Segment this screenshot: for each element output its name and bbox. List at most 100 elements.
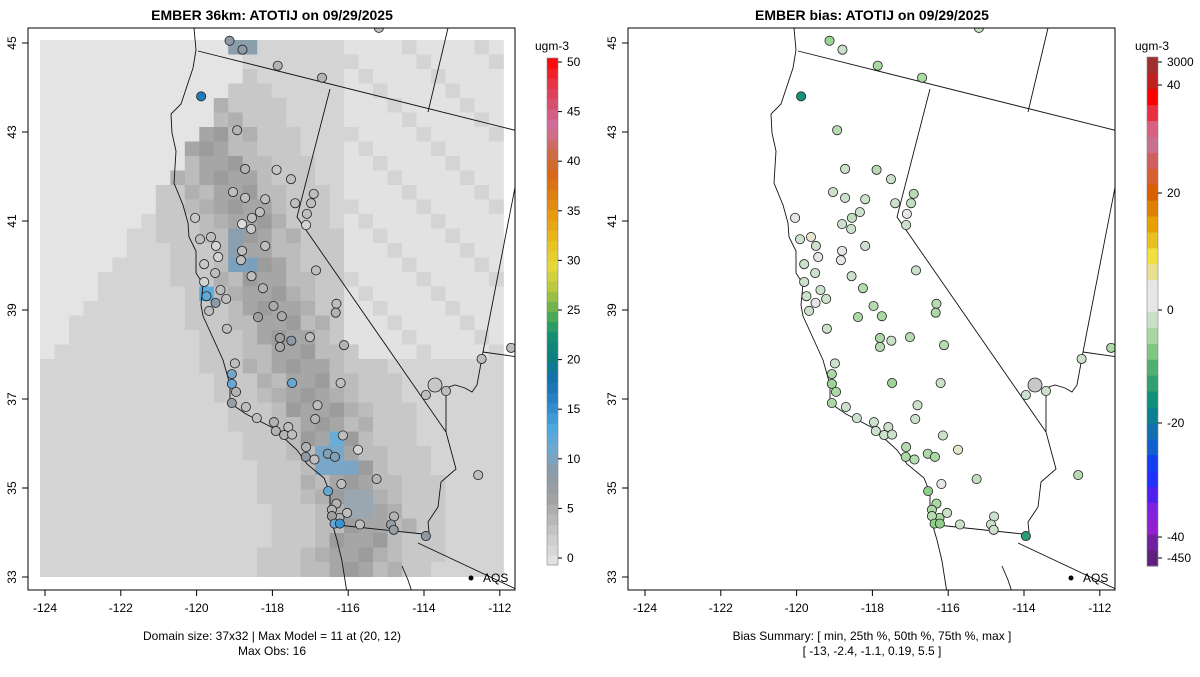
model-grid-cell [97,214,113,229]
station-bias-point [908,188,919,199]
model-grid-cell [97,402,113,418]
model-grid-cell [155,127,171,142]
model-grid-cell [329,185,345,200]
model-grid-cell [315,286,331,302]
model-grid-cell [242,533,258,548]
model-grid-cell [402,460,417,476]
model-grid-cell [40,156,55,171]
model-grid-cell [459,141,475,157]
model-grid-cell [300,243,316,258]
colorbar-swatch [547,270,558,282]
model-grid-cell [344,54,360,70]
model-grid-cell [40,199,55,215]
model-grid-cell [315,518,331,534]
model-grid-cell [329,83,345,99]
model-grid-cell [242,330,258,345]
model-grid-cell [228,417,244,432]
model-grid-cell [358,141,374,157]
model-grid-cell [228,112,244,128]
model-grid-cell [430,402,446,418]
model-grid-cell [213,431,229,447]
state-border-ut-az [1082,351,1115,358]
model-grid-cell [286,185,302,200]
colorbar-tick-label: 35 [567,204,581,218]
model-grid-cell [387,69,403,84]
station-bias-point [821,323,832,334]
model-grid-cell [358,460,374,476]
model-grid-cell [141,533,157,548]
model-grid-cell [83,402,99,418]
model-grid-cell [112,417,128,432]
model-grid-cell [228,301,244,316]
model-grid-cell [445,518,461,534]
station-point [246,212,257,223]
model-grid-cell [445,54,461,70]
model-grid-cell [387,388,403,403]
model-grid-cell [300,460,316,476]
model-grid-cell [199,330,215,345]
model-grid-cell [155,344,171,360]
model-grid-cell [170,315,186,331]
model-grid-cell [430,127,446,142]
model-grid-cell [54,112,70,128]
colorbar-swatch [1147,438,1158,456]
mexico-border-east [417,542,515,590]
model-grid-cell [257,460,273,476]
model-grid-cell [213,40,229,55]
model-grid-cell [257,562,273,577]
model-grid-cell [83,286,99,302]
station-point [227,187,238,198]
colorbar-swatch [547,544,558,556]
model-grid-cell [242,547,258,563]
model-grid-cell [199,402,215,418]
model-grid-cell [155,489,171,505]
x-tick-label: -116 [337,601,360,615]
model-grid-cell [271,388,287,403]
model-grid-cell [300,40,316,55]
model-grid-cell [83,475,99,490]
model-grid-cell [257,112,273,128]
model-grid-cell [416,40,432,55]
model-grid-cell [97,359,113,374]
station-bias-point [806,232,817,243]
colorbar-swatch [1147,359,1158,376]
model-grid-cell [286,533,302,548]
model-grid-cell [213,185,229,200]
model-grid-cell [83,199,99,215]
model-grid-cell [402,272,417,287]
colorbar-frame [546,57,559,566]
model-grid-cell [228,533,244,548]
model-grid-cell [373,243,389,258]
model-grid-cell [83,112,99,128]
model-grid-cell [329,199,345,215]
model-grid-cell [155,359,171,374]
colorbar-swatch [547,159,558,171]
model-grid-cell [373,518,389,534]
model-grid-cell [83,417,99,432]
model-grid-cell [83,98,99,113]
colorbar-swatch [547,230,558,242]
model-grid-cell [315,330,331,345]
model-grid-cell [474,417,490,432]
model-grid-cell [83,170,99,186]
model-grid-cell [242,489,258,505]
station-point [353,444,364,455]
station-point [309,454,320,465]
model-grid-cell [68,228,84,244]
model-grid-cell [126,518,142,534]
model-grid-cell [97,388,113,403]
model-grid-cell [373,315,389,331]
model-grid-cell [286,214,302,229]
model-grid-cell [416,185,432,200]
model-grid-cell [155,185,171,200]
model-grid-cell [242,518,258,534]
model-grid-cell [430,257,446,273]
model-grid-cell [141,170,157,186]
model-grid-cell [286,344,302,360]
model-grid-cell [344,199,360,215]
station-bias-point [860,240,871,251]
model-grid-cell [459,417,475,432]
model-grid-cell [474,504,490,519]
model-grid-cell [40,127,55,142]
station-point [210,297,221,308]
